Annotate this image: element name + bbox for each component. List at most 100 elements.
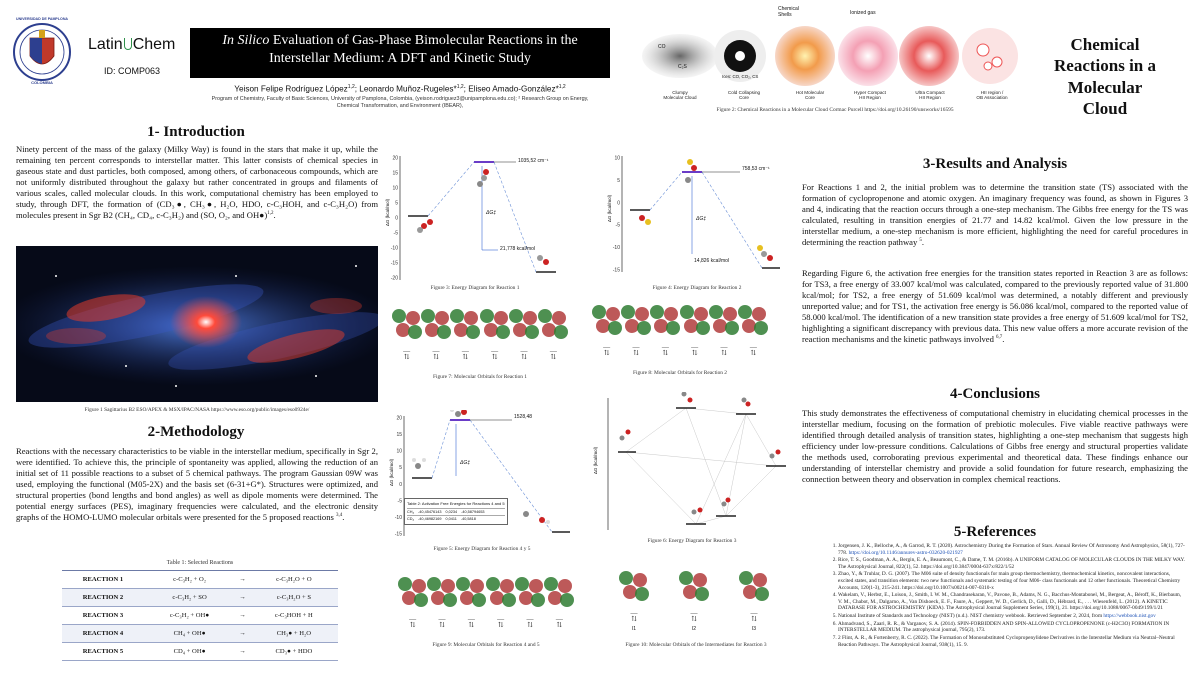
orbital-level-icon: — ⇅ [491, 347, 499, 361]
axis-tick-label: 0 [395, 216, 398, 222]
reaction-products: CD₃● + HDO [249, 642, 338, 661]
orbital-lobe [552, 311, 567, 325]
orbital-level-icon: — ⇅ [520, 347, 528, 361]
orbital-level-icon: — ⇅ [461, 347, 469, 361]
orbital-lobe [509, 309, 523, 323]
orbital-lobe [625, 319, 639, 333]
reaction-products: c-C₃HOH + H [249, 606, 338, 625]
axis-tick-label: 10 [396, 449, 402, 455]
poster-id: ID: COMP063 [104, 66, 161, 76]
reaction-row: REACTION 5 CD₄ + OH● → CD₃● + HDO [62, 642, 338, 661]
fig2-label-ionized-gas: Ionized gas [850, 10, 876, 16]
affiliation: Program of Chemistry, Faculty of Basic S… [211, 96, 589, 110]
reaction-name: REACTION 5 [62, 642, 144, 661]
orbital-lobe [454, 323, 469, 337]
reaction-name: REACTION 1 [62, 570, 144, 589]
axis-tick-label: 5 [395, 201, 398, 207]
reference-item: 2 Flint, A. R., & Fortenberry, R. C. (20… [838, 635, 1186, 648]
orbital-lobe [407, 325, 422, 339]
orbital-lobe [464, 311, 479, 325]
references-title: 5-References [953, 524, 1037, 540]
fig5-caption: Figure 5: Energy Diagram for Reaction 4 … [433, 546, 531, 552]
orbital-lobe [425, 323, 439, 337]
orbital-lobe [554, 325, 569, 339]
axis-tick-label: 15 [396, 432, 402, 438]
introduction-title: 1- Introduction [147, 124, 245, 140]
orbital-lobe [693, 307, 708, 321]
orbital-level-icon: — ⇅ [526, 615, 534, 629]
logo-chem: Chem [132, 36, 176, 53]
reaction-name: REACTION 3 [62, 606, 144, 625]
axis-tick-label: -15 [613, 268, 620, 274]
orbital-level-icon: — ⇅ [630, 609, 638, 623]
reaction-products: CH₃● + H₂O [249, 624, 338, 643]
orbital-lobe [679, 305, 694, 319]
orbital-level-icon: — ⇅ [497, 615, 505, 629]
orbital-lobe [435, 311, 449, 325]
axis-tick-label: 15 [392, 171, 398, 177]
reaction-arrow-icon: → [235, 642, 250, 661]
orbital-lobe [411, 579, 426, 593]
fig2-stage-label: Hot Molecular Core [795, 90, 825, 101]
orbital-level-icon: — ⇅ [691, 343, 699, 357]
figure-4-energy-diagram: 10 5 0 -5 -10 -15 ΔG (kcal/mol) 758,53 cm⁻¹ Δ… [607, 150, 782, 280]
inset-cell: -40,58794653 [461, 510, 485, 514]
orbital-level-icon: — ⇅ [720, 343, 728, 357]
reference-item: Wakelam, V., Herbst, E., Loison, J., Smi… [838, 592, 1186, 612]
title-italic: In Silico [222, 33, 270, 48]
axis-tick-label: -5 [616, 223, 621, 229]
orbital-lobe [515, 577, 529, 591]
fig2-stage-label: HII region / OB Association [976, 90, 1008, 101]
fig10-caption: Figure 10: Molecular Orbitals of the Int… [625, 642, 767, 648]
references-list: Jorgensen, J. K., Belloche, A., & Garrod… [830, 543, 1186, 649]
orbital-lobe [479, 309, 494, 323]
fig5-inset-table: Table 2: Activation Free Energies for Re… [404, 498, 508, 525]
orbital-lobe [725, 321, 739, 335]
conclusions-text: This study demonstrates the effectivenes… [802, 408, 1188, 484]
reference-text: Rice, T. S., Goodman, A. A., Bergin, E. … [838, 557, 1185, 570]
logo-latin: Latin [88, 36, 123, 53]
reaction-products: c-C₃H₂O + O [249, 570, 338, 589]
logo-flask-icon [123, 38, 132, 50]
orbital-lobe [443, 593, 457, 607]
orbital-label: I3 [751, 626, 757, 632]
reaction-arrow-icon: → [235, 606, 250, 625]
orbital-level-icon: — ⇅ [403, 347, 411, 361]
orbital-lobe [427, 577, 441, 591]
orbital-lobe [591, 305, 606, 319]
reference-link[interactable]: https://webbook.nist.gov [1103, 613, 1156, 620]
reference-item: Rice, T. S., Goodman, A. A., Bergin, E. … [838, 557, 1186, 570]
reaction-products: c-C₃H₂O + S [249, 588, 338, 607]
reaction-row: REACTION 4 CH₄ + OH● → CH₃● + H₂O [62, 624, 338, 643]
orbital-lobe [664, 307, 679, 321]
fig2-stage-label: Clumpy Molecular Cloud [663, 90, 697, 101]
fig3-dg-label: 21,778 kcal/mol [500, 246, 536, 252]
orbital-lobe [483, 323, 498, 337]
reaction-reactants: c-C₃H₂ + OH● [144, 606, 236, 625]
orbital-lobe [683, 319, 698, 333]
orbital-lobe [754, 321, 769, 335]
orbital-lobe [470, 579, 485, 593]
orbital-lobe [637, 321, 651, 335]
orbital-lobe [472, 593, 487, 607]
reactions-table: REACTION 1 c-C₃H₂ + O₂ → c-C₃H₂O + O REACTIO… [62, 570, 338, 661]
inset-cell: CD₄ [407, 517, 415, 521]
orbital-lobe [513, 323, 527, 337]
orbital-lobe [538, 309, 553, 323]
orbital-lobe [413, 593, 428, 607]
figure-9-orbitals: — ⇅ — ⇅ — ⇅ — ⇅ — ⇅ — ⇅ [397, 572, 575, 634]
fig5-inset-title: Table 2: Activation Free Energies for Re… [407, 501, 505, 506]
conclusions-title: 4-Conclusions [949, 386, 1041, 402]
latinchem-logo: Latin Chem [88, 36, 183, 58]
reference-link[interactable]: https://doi.org/10.1146/annurev-astro-03… [848, 549, 963, 556]
orbital-lobe [654, 319, 669, 333]
axis-tick-label: 0 [617, 200, 620, 206]
axis-tick-label: -15 [395, 532, 402, 538]
table1-caption: Table 1: Selected Reactions [166, 560, 234, 566]
axis-tick-label: 20 [392, 156, 398, 162]
title-rest: Evaluation of Gas-Phase Bimolecular Reac… [269, 33, 578, 66]
title-banner: In Silico Evaluation of Gas-Phase Bimole… [190, 28, 610, 78]
orbital-lobe [679, 571, 693, 585]
axis-tick-label: 10 [614, 156, 620, 162]
axis-tick-label: -20 [391, 276, 398, 282]
